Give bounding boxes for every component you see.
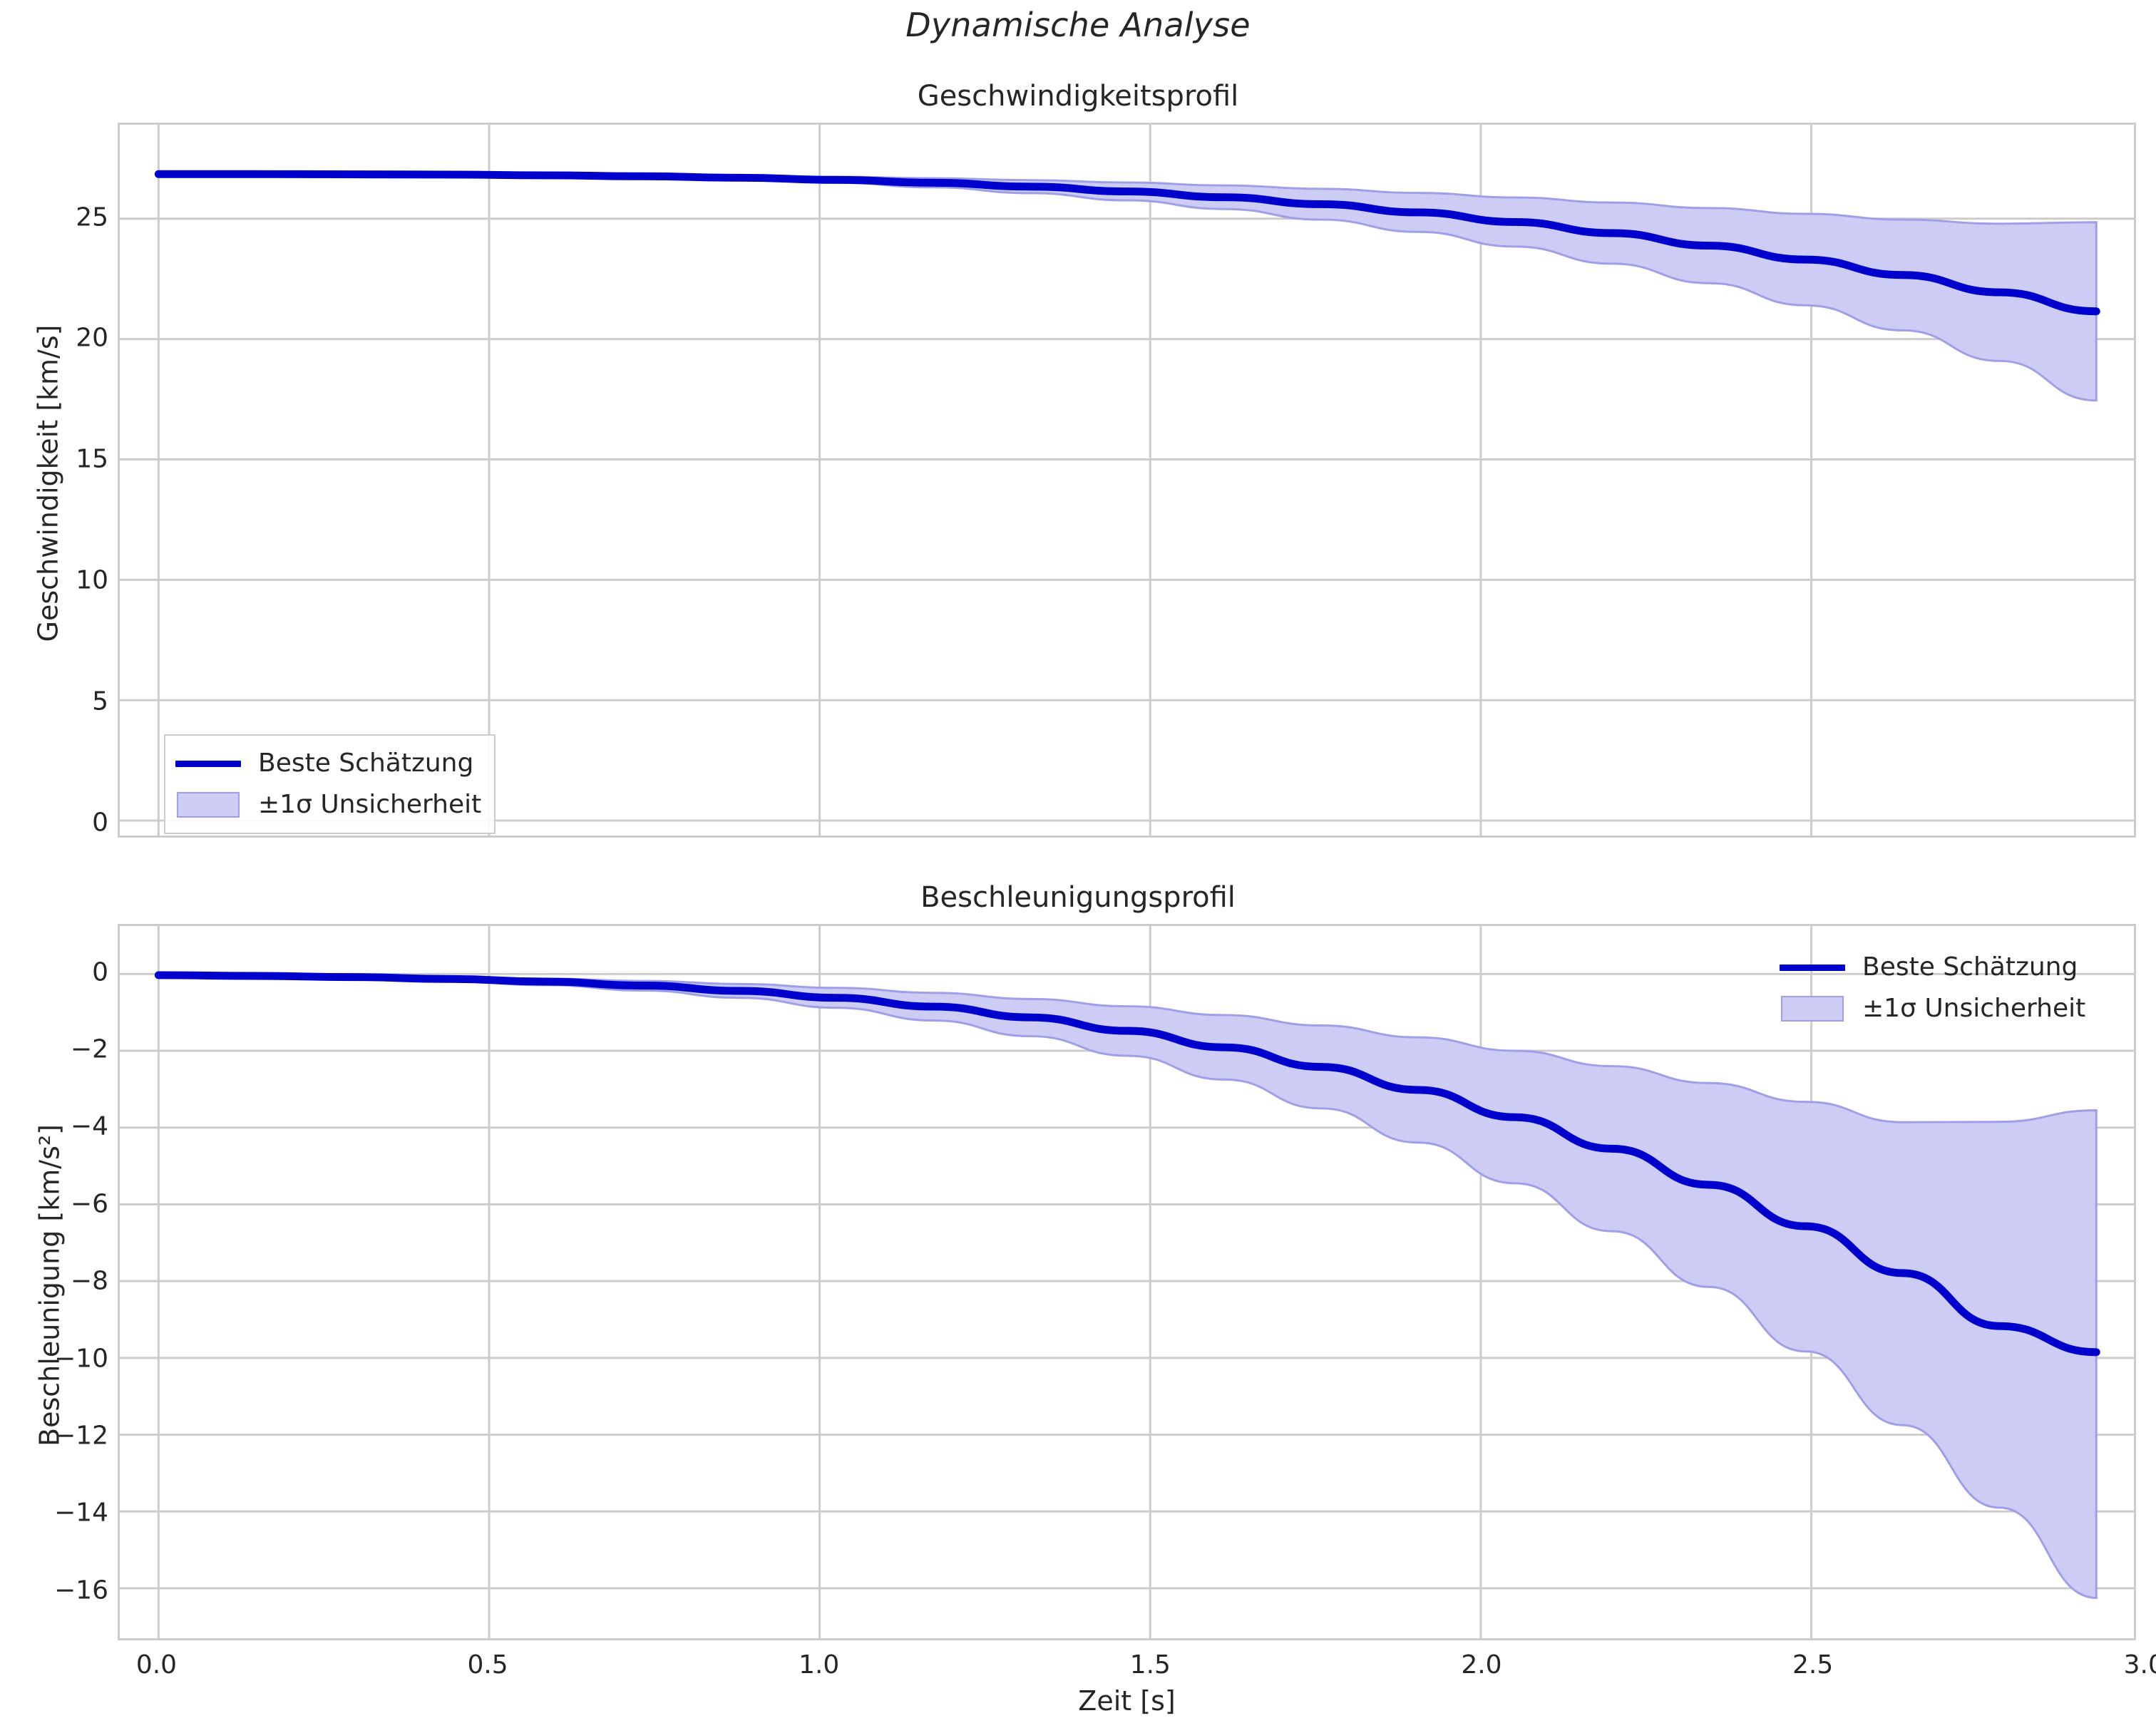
y-axis-label-acceleration: Beschleunigung [km/s²] — [34, 1124, 66, 1446]
legend-band-label: ±1σ Unsicherheit — [1862, 994, 2086, 1023]
y-tick-label: 0 — [92, 957, 108, 987]
legend-entry-line: Beste Schätzung — [1780, 947, 2085, 988]
x-tick-label: 0.0 — [135, 1650, 178, 1680]
legend-line-swatch-icon — [1780, 952, 1845, 983]
plot-area-acceleration — [120, 926, 2134, 1638]
plot-area-velocity — [120, 125, 2134, 835]
legend-band-label: ±1σ Unsicherheit — [258, 790, 482, 819]
y-tick-label: −2 — [70, 1034, 108, 1064]
x-tick-label: 0.5 — [467, 1650, 508, 1680]
y-tick-label: −10 — [54, 1344, 108, 1373]
y-tick-label: 15 — [76, 444, 108, 474]
y-tick-label: 20 — [76, 323, 108, 353]
ytick-labels-acceleration: 0 −2 −4 −6 −8 −10 −12 −14 −16 — [9, 924, 108, 1640]
x-tick-label: 1.5 — [1129, 1650, 1171, 1680]
x-tick-label: 2.5 — [1792, 1650, 1834, 1680]
xtick-labels: 0.0 0.5 1.0 1.5 2.0 2.5 3.0 — [118, 1640, 2156, 1683]
y-tick-label: −16 — [54, 1575, 108, 1605]
ytick-labels-velocity: 0 5 10 15 20 25 — [9, 123, 108, 838]
legend-band-swatch-icon — [175, 789, 241, 821]
axes-acceleration — [118, 924, 2136, 1640]
x-tick-label: 1.0 — [799, 1650, 840, 1680]
legend-line-swatch-icon — [175, 748, 241, 779]
figure-suptitle: Dynamische Analyse — [905, 6, 1251, 44]
y-tick-label: 25 — [76, 202, 108, 232]
x-tick-label: 2.0 — [1461, 1650, 1502, 1680]
x-tick-label: 3.0 — [2123, 1650, 2156, 1680]
legend-line-label: Beste Schätzung — [1862, 952, 2078, 982]
x-axis-label: Zeit [s] — [1078, 1685, 1176, 1717]
y-tick-label: −6 — [70, 1189, 108, 1219]
y-tick-label: −8 — [70, 1266, 108, 1296]
y-tick-label: 0 — [92, 808, 108, 838]
best-estimate-line — [154, 971, 2100, 1357]
legend-band-swatch-icon — [1780, 993, 1845, 1024]
legend-acceleration[interactable]: Beste Schätzung ±1σ Unsicherheit — [1770, 940, 2098, 1037]
uncertainty-band — [157, 973, 2098, 1599]
y-tick-label: −12 — [54, 1421, 108, 1451]
legend-velocity[interactable]: Beste Schätzung ±1σ Unsicherheit — [164, 734, 496, 834]
y-tick-label: −4 — [70, 1111, 108, 1141]
y-axis-label-velocity: Geschwindigkeit [km/s] — [32, 324, 64, 642]
y-tick-label: 5 — [92, 686, 108, 716]
legend-entry-line: Beste Schätzung — [175, 743, 481, 784]
y-tick-label: −14 — [54, 1498, 108, 1528]
axes-velocity — [118, 123, 2136, 838]
legend-entry-band: ±1σ Unsicherheit — [1780, 988, 2085, 1029]
subplot-title-velocity: Geschwindigkeitsprofil — [917, 80, 1239, 113]
best-estimate-line — [154, 170, 2100, 316]
legend-entry-band: ±1σ Unsicherheit — [175, 784, 481, 826]
uncertainty-band — [158, 173, 2098, 402]
subplot-title-acceleration: Beschleunigungsprofil — [920, 881, 1236, 914]
legend-line-label: Beste Schätzung — [258, 749, 474, 778]
y-tick-label: 10 — [76, 565, 108, 595]
